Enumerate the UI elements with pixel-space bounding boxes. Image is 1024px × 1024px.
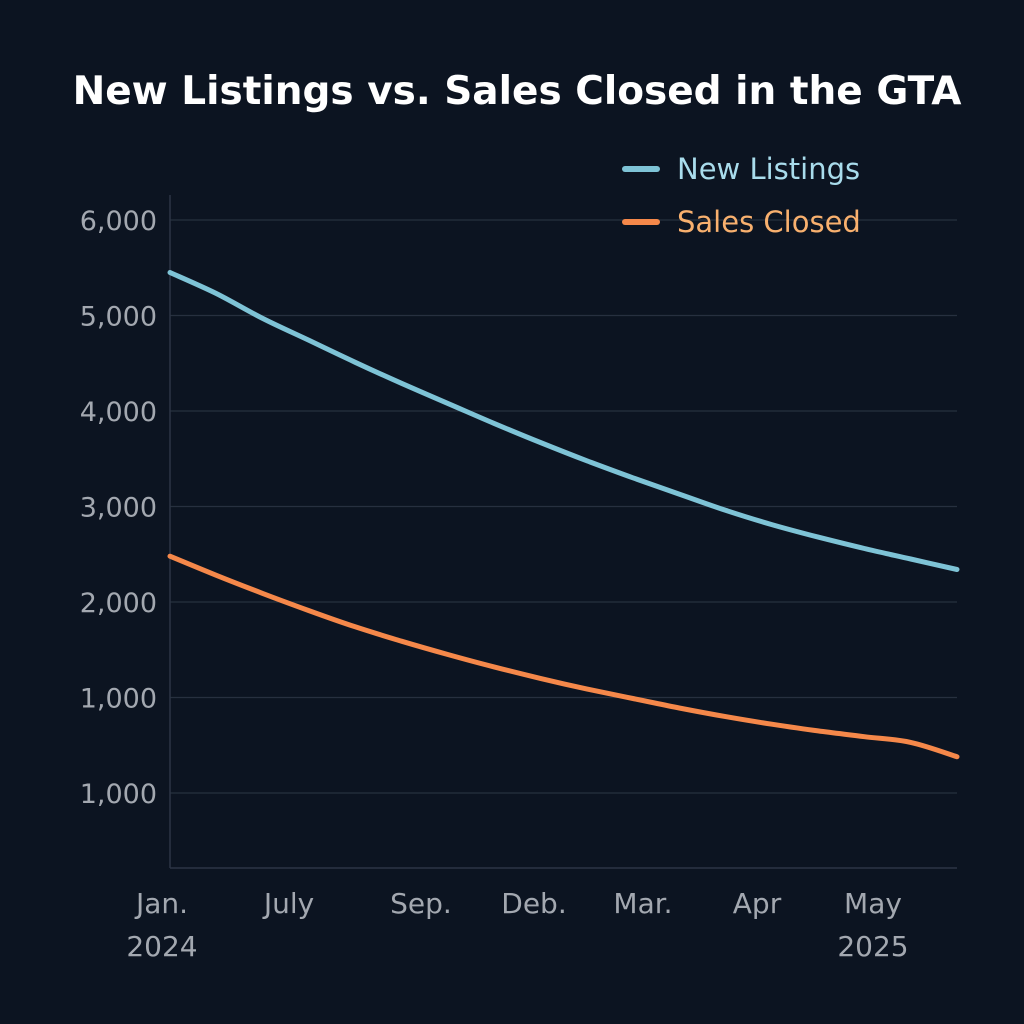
grid-layer (169, 195, 957, 869)
y-tick-label: 2,000 (80, 588, 157, 619)
chart-title: New Listings vs. Sales Closed in the GTA (73, 69, 962, 114)
y-tick-label: 1,000 (80, 684, 157, 715)
y-tick-label: 1,000 (80, 779, 157, 810)
x-tick-label: Deb. (501, 887, 566, 920)
y-tick-label: 5,000 (80, 302, 157, 333)
x-tick-label: Mar. (613, 887, 672, 920)
series-layer (167, 270, 960, 760)
y-axis-ticks: 6,000 5,000 4,000 3,000 2,000 1,000 1,000 (80, 206, 157, 810)
legend: New Listings Sales Closed (622, 152, 861, 239)
series-line-sales-closed (167, 553, 960, 760)
legend-label-new-listings: New Listings (677, 152, 860, 186)
y-tick-label: 4,000 (80, 397, 157, 428)
legend-label-sales-closed: Sales Closed (677, 205, 861, 239)
x-axis-ticks: Jan. 2024 July Sep. Deb. Mar. Apr May 2025 (126, 887, 908, 963)
y-tick-label: 3,000 (80, 493, 157, 524)
x-tick-label: May 2025 (837, 887, 908, 963)
x-tick-label: July (262, 887, 314, 920)
x-tick-label: Apr (733, 887, 782, 920)
series-line-new-listings (167, 270, 960, 572)
x-tick-label: Jan. 2024 (126, 887, 197, 963)
x-tick-label: Sep. (390, 887, 452, 920)
y-tick-label: 6,000 (80, 206, 157, 237)
